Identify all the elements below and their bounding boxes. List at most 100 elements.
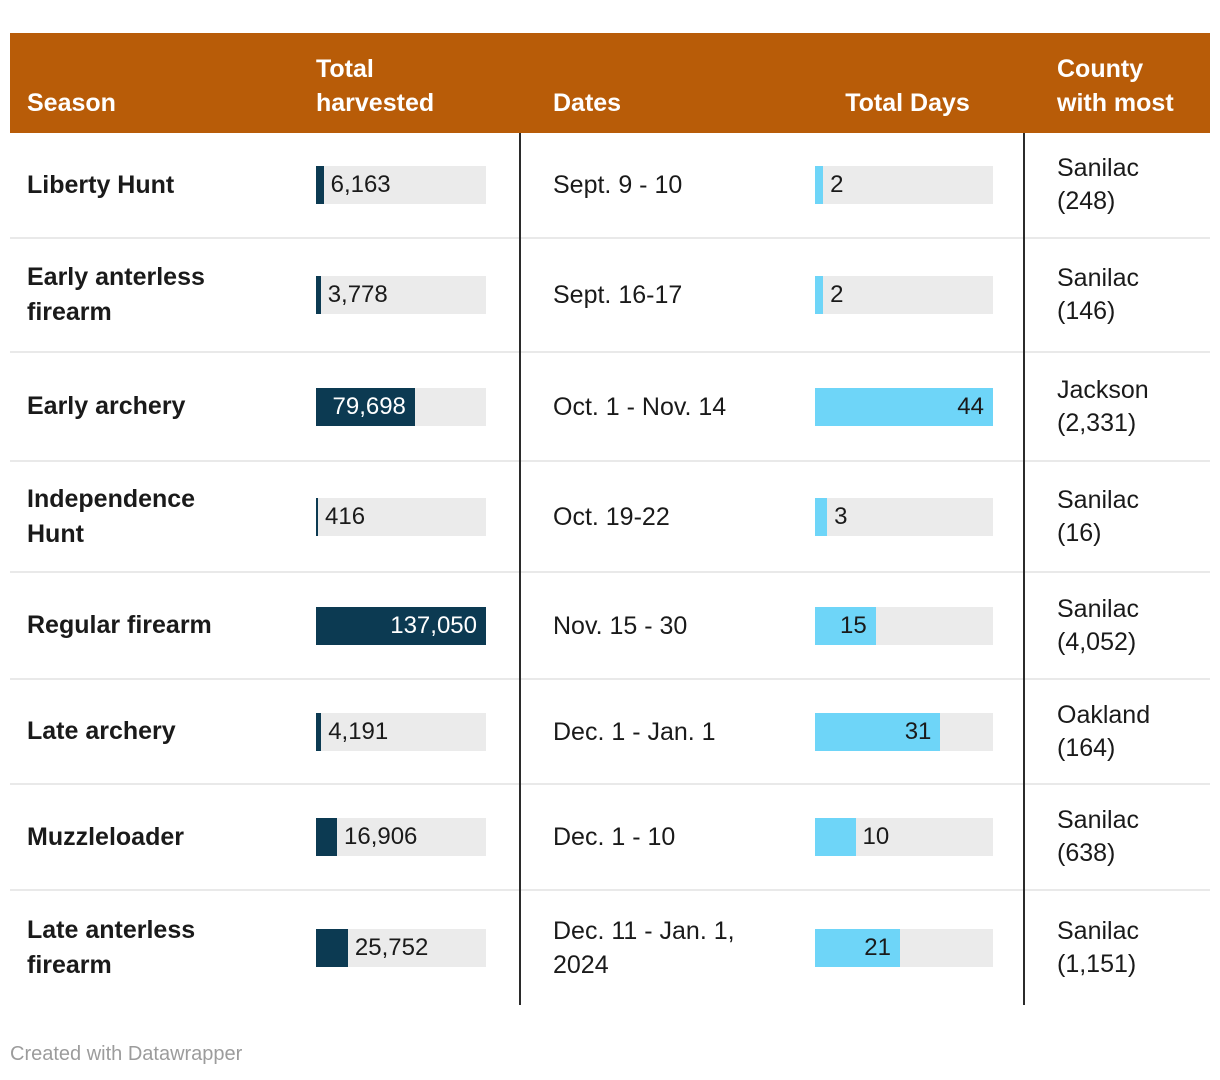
table-row-early-anterless-firearm: Early anterless firearm 3,778 Sept. 16-1… <box>10 237 1210 351</box>
harvested-bar-track: 3,778 <box>316 276 486 314</box>
table-row-muzzleloader: Muzzleloader 16,906 Dec. 1 - 10 10 Sanil… <box>10 783 1210 889</box>
harvested-cell: 416 <box>296 462 520 571</box>
county-cell: Sanilac (1,151) <box>1023 891 1210 1005</box>
dates-cell: Dec. 1 - Jan. 1 <box>520 680 792 783</box>
header-cell-county-with-most: County with most <box>1023 33 1210 133</box>
county-count: (164) <box>1057 733 1116 762</box>
table-row-late-archery: Late archery 4,191 Dec. 1 - Jan. 1 31 Oa… <box>10 678 1210 783</box>
days-bar <box>815 606 876 645</box>
days-value: 3 <box>834 502 848 530</box>
harvested-bar <box>316 712 322 751</box>
dates-cell: Sept. 9 - 10 <box>520 133 792 237</box>
season-label: Independence Hunt <box>27 484 196 548</box>
harvested-bar-track: 137,050 <box>316 606 486 645</box>
table-row-liberty-hunt: Liberty Hunt 6,163 Sept. 9 - 10 2 Sanila… <box>10 133 1210 237</box>
harvested-value: 416 <box>325 502 366 530</box>
header-label-total-days: Total Days <box>845 89 970 117</box>
harvested-bar <box>316 276 321 314</box>
header-label-county-with-most: County with most <box>1057 55 1174 117</box>
dates-label: Sept. 16-17 <box>553 281 683 309</box>
county-name: Sanilac <box>1057 485 1139 514</box>
days-bar-track: 2 <box>815 276 993 314</box>
harvested-value: 79,698 <box>332 392 406 420</box>
days-value: 15 <box>840 611 867 639</box>
harvested-value: 4,191 <box>328 717 389 745</box>
days-bar-track: 10 <box>815 818 993 856</box>
harvested-value: 3,778 <box>327 281 388 308</box>
header-cell-dates: Dates <box>520 33 792 133</box>
column-divider <box>1023 133 1025 1005</box>
season-cell: Late anterless firearm <box>10 891 296 1005</box>
harvested-bar-track: 79,698 <box>316 387 486 426</box>
county-name: Sanilac <box>1057 264 1139 292</box>
dates-label: Nov. 15 - 30 <box>553 611 688 640</box>
season-label: Liberty Hunt <box>27 170 175 199</box>
days-bar-track: 2 <box>815 166 993 204</box>
total-days-cell: 3 <box>792 462 1023 571</box>
harvested-cell: 79,698 <box>296 353 520 460</box>
column-divider <box>519 133 521 1005</box>
harvested-bar-track: 25,752 <box>316 929 486 967</box>
county-count: (638) <box>1057 839 1116 867</box>
harvested-bar <box>316 166 324 204</box>
county-name: Sanilac <box>1057 594 1139 623</box>
total-days-cell: 31 <box>792 680 1023 783</box>
table-body: Liberty Hunt 6,163 Sept. 9 - 10 2 Sanila… <box>10 133 1210 1005</box>
total-days-cell: 15 <box>792 573 1023 678</box>
county-name: Jackson <box>1057 375 1149 404</box>
county-count: (16) <box>1057 518 1102 547</box>
days-bar-track: 31 <box>815 712 993 751</box>
header-cell-total-harvested: Total harvested <box>296 33 520 133</box>
county-name: Sanilac <box>1057 154 1139 182</box>
season-cell: Liberty Hunt <box>10 133 296 237</box>
total-days-cell: 10 <box>792 785 1023 889</box>
days-value: 2 <box>830 171 844 198</box>
days-bar-track: 15 <box>815 606 993 645</box>
table-row-late-anterless-firearm: Late anterless firearm 25,752 Dec. 11 - … <box>10 889 1210 1005</box>
season-label: Early anterless firearm <box>27 263 205 326</box>
days-bar-track: 3 <box>815 497 993 536</box>
harvested-cell: 137,050 <box>296 573 520 678</box>
season-cell: Early anterless firearm <box>10 239 296 351</box>
dates-label: Dec. 1 - 10 <box>553 823 676 851</box>
harvested-bar <box>316 818 337 856</box>
days-bar <box>815 497 828 536</box>
harvested-value: 25,752 <box>354 934 429 961</box>
dates-label: Dec. 11 - Jan. 1, 2024 <box>553 917 735 979</box>
days-bar <box>815 166 824 204</box>
days-value: 21 <box>864 934 891 961</box>
harvested-value: 16,906 <box>344 823 418 850</box>
dates-label: Sept. 9 - 10 <box>553 171 683 199</box>
harvested-cell: 6,163 <box>296 133 520 237</box>
county-count: (4,052) <box>1057 627 1137 656</box>
county-count: (146) <box>1057 297 1116 325</box>
days-bar <box>815 929 900 967</box>
county-count: (248) <box>1057 187 1116 215</box>
season-cell: Independence Hunt <box>10 462 296 571</box>
harvested-value: 137,050 <box>390 611 477 639</box>
days-bar-track: 21 <box>815 929 993 967</box>
harvested-bar <box>316 497 318 536</box>
days-bar <box>815 818 856 856</box>
harvested-cell: 4,191 <box>296 680 520 783</box>
header-label-total-harvested: Total harvested <box>316 55 435 117</box>
season-cell: Regular firearm <box>10 573 296 678</box>
dates-cell: Sept. 16-17 <box>520 239 792 351</box>
harvested-bar-track: 416 <box>316 497 486 536</box>
days-value: 10 <box>862 823 890 850</box>
dates-cell: Nov. 15 - 30 <box>520 573 792 678</box>
days-value: 31 <box>904 717 932 745</box>
header-label-season: Season <box>27 89 116 117</box>
days-bar <box>815 387 993 426</box>
county-name: Oakland <box>1057 700 1151 729</box>
datawrapper-credit: Created with Datawrapper <box>10 1043 243 1065</box>
county-cell: Sanilac (4,052) <box>1023 573 1210 678</box>
harvested-bar <box>316 929 348 967</box>
season-cell: Early archery <box>10 353 296 460</box>
dates-label: Dec. 1 - Jan. 1 <box>553 717 716 746</box>
total-days-cell: 2 <box>792 133 1023 237</box>
harvested-bar <box>316 387 415 426</box>
days-bar-track: 44 <box>815 387 993 426</box>
county-name: Sanilac <box>1057 806 1139 834</box>
deer-season-table: Season Total harvested Dates Total Days … <box>10 33 1210 1005</box>
